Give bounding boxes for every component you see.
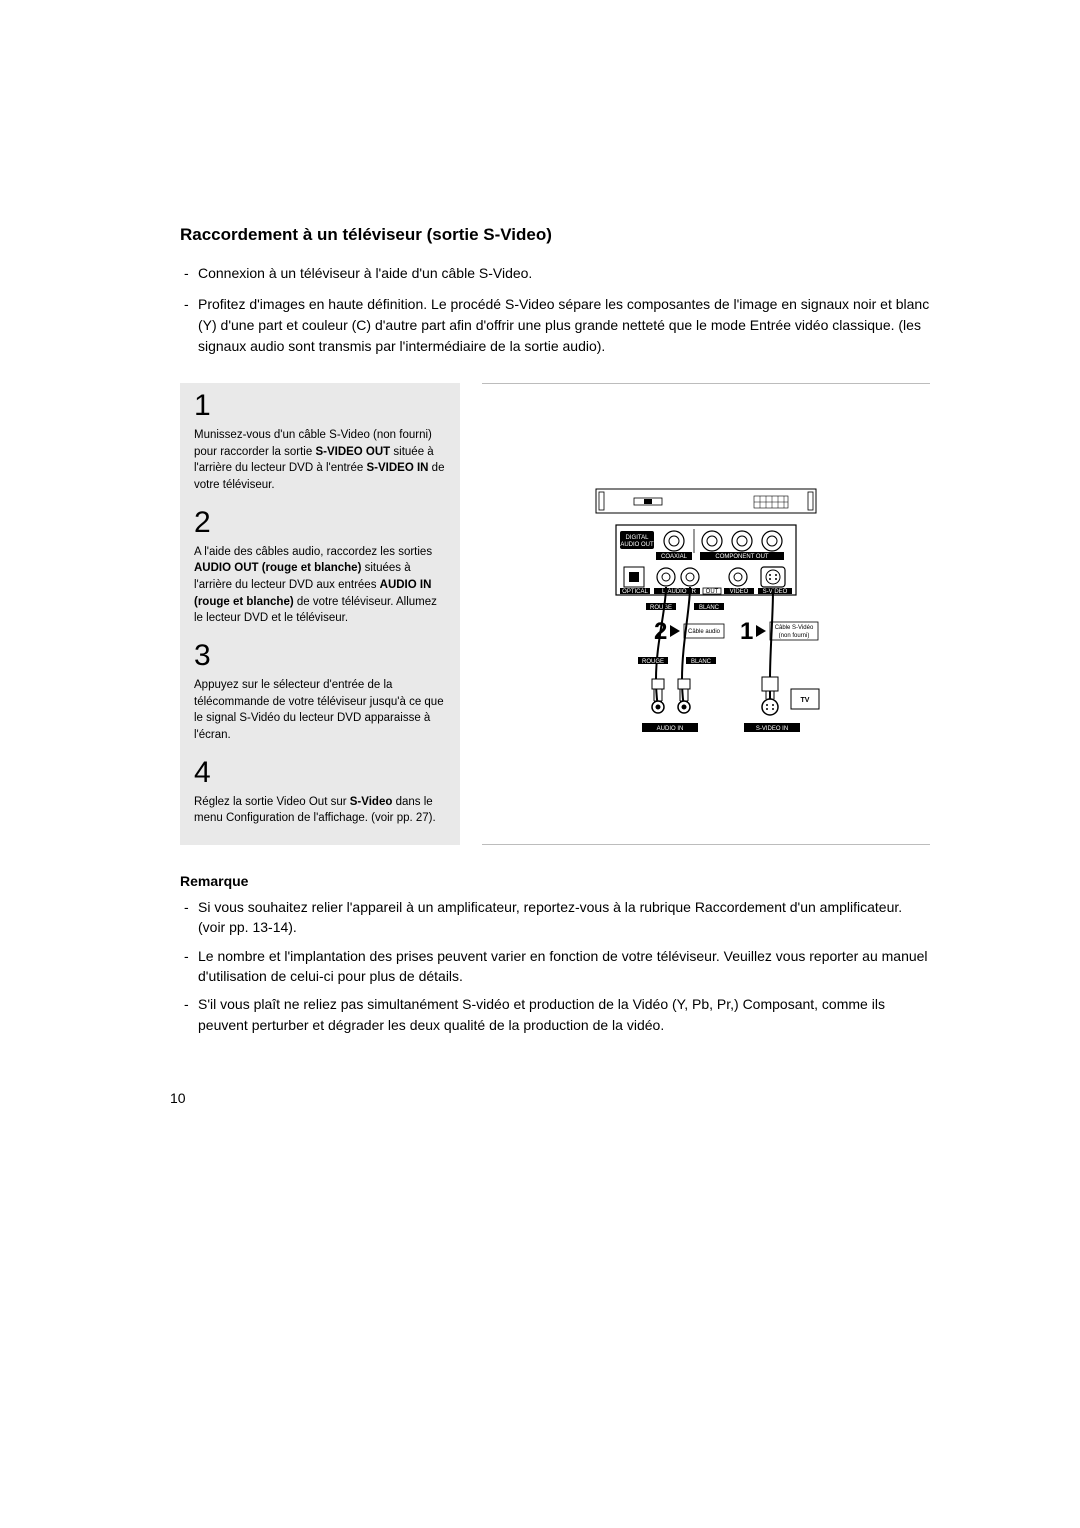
diagram-svg: DIGITAL AUDIO OUT COAXIAL (586, 479, 826, 749)
intro-list: Connexion à un téléviseur à l'aide d'un … (180, 263, 930, 357)
step-3: 3 Appuyez sur le sélecteur d'entrée de l… (194, 641, 446, 744)
remarque-item: Le nombre et l'implantation des prises p… (180, 946, 930, 987)
label-blanc: BLANC (699, 605, 720, 611)
label-cable-svideo: Câble S-Vidéo (775, 625, 814, 631)
label-digital: DIGITAL (626, 535, 650, 541)
remarque-list: Si vous souhaitez relier l'appareil à un… (180, 897, 930, 1035)
label-out: OUT (706, 589, 719, 595)
label-video: VIDEO (730, 589, 749, 595)
step-number: 2 (194, 508, 446, 538)
label-audio-out: AUDIO OUT (620, 542, 654, 548)
label-rouge-2: ROUGE (642, 659, 664, 665)
diagram-column: DIGITAL AUDIO OUT COAXIAL (482, 383, 930, 845)
connection-diagram: DIGITAL AUDIO OUT COAXIAL (482, 384, 930, 844)
label-cable-svideo-note: (non fourni) (779, 633, 810, 639)
steps-column: 1 Munissez-vous d'un câble S-Video (non … (180, 383, 460, 845)
step-4: 4 Réglez la sortie Video Out sur S-Video… (194, 758, 446, 827)
label-component: COMPONENT OUT (715, 554, 769, 560)
step-1: 1 Munissez-vous d'un câble S-Video (non … (194, 391, 446, 494)
step-number: 3 (194, 641, 446, 671)
label-audio-in: AUDIO IN (657, 726, 684, 732)
remarque-item: Si vous souhaitez relier l'appareil à un… (180, 897, 930, 938)
label-rouge: ROUGE (650, 605, 672, 611)
section-title: Raccordement à un téléviseur (sortie S-V… (180, 225, 930, 245)
step-text: Appuyez sur le sélecteur d'entrée de la … (194, 677, 446, 744)
step-number: 4 (194, 758, 446, 788)
label-cable-audio: Câble audio (688, 629, 721, 635)
svg-text:S-VIDEO: S-VIDEO (763, 589, 788, 595)
label-coaxial: COAXIAL (661, 554, 688, 560)
page-number: 10 (170, 1090, 186, 1106)
divider (482, 844, 930, 845)
step-text: A l'aide des câbles audio, raccordez les… (194, 544, 446, 627)
mid-row: 1 Munissez-vous d'un câble S-Video (non … (180, 383, 930, 845)
svg-text:R: R (692, 589, 697, 595)
intro-item: Profitez d'images en haute définition. L… (180, 294, 930, 357)
label-blanc-2: BLANC (691, 659, 712, 665)
step-text: Réglez la sortie Video Out sur S-Video d… (194, 794, 446, 827)
remarque-heading: Remarque (180, 873, 930, 889)
label-audio: AUDIO (667, 589, 686, 595)
remarque-section: Remarque Si vous souhaitez relier l'appa… (180, 873, 930, 1035)
page-content: Raccordement à un téléviseur (sortie S-V… (180, 225, 930, 1043)
label-tv: TV (801, 697, 810, 704)
step-number: 1 (194, 391, 446, 421)
label-optical: OPTICAL (622, 589, 648, 595)
intro-item: Connexion à un téléviseur à l'aide d'un … (180, 263, 930, 284)
step-text: Munissez-vous d'un câble S-Video (non fo… (194, 427, 446, 494)
diagram-step-1: 1 (740, 618, 753, 645)
remarque-item: S'il vous plaît ne reliez pas simultaném… (180, 994, 930, 1035)
step-2: 2 A l'aide des câbles audio, raccordez l… (194, 508, 446, 627)
label-svideo-in: S-VIDEO IN (756, 726, 788, 732)
